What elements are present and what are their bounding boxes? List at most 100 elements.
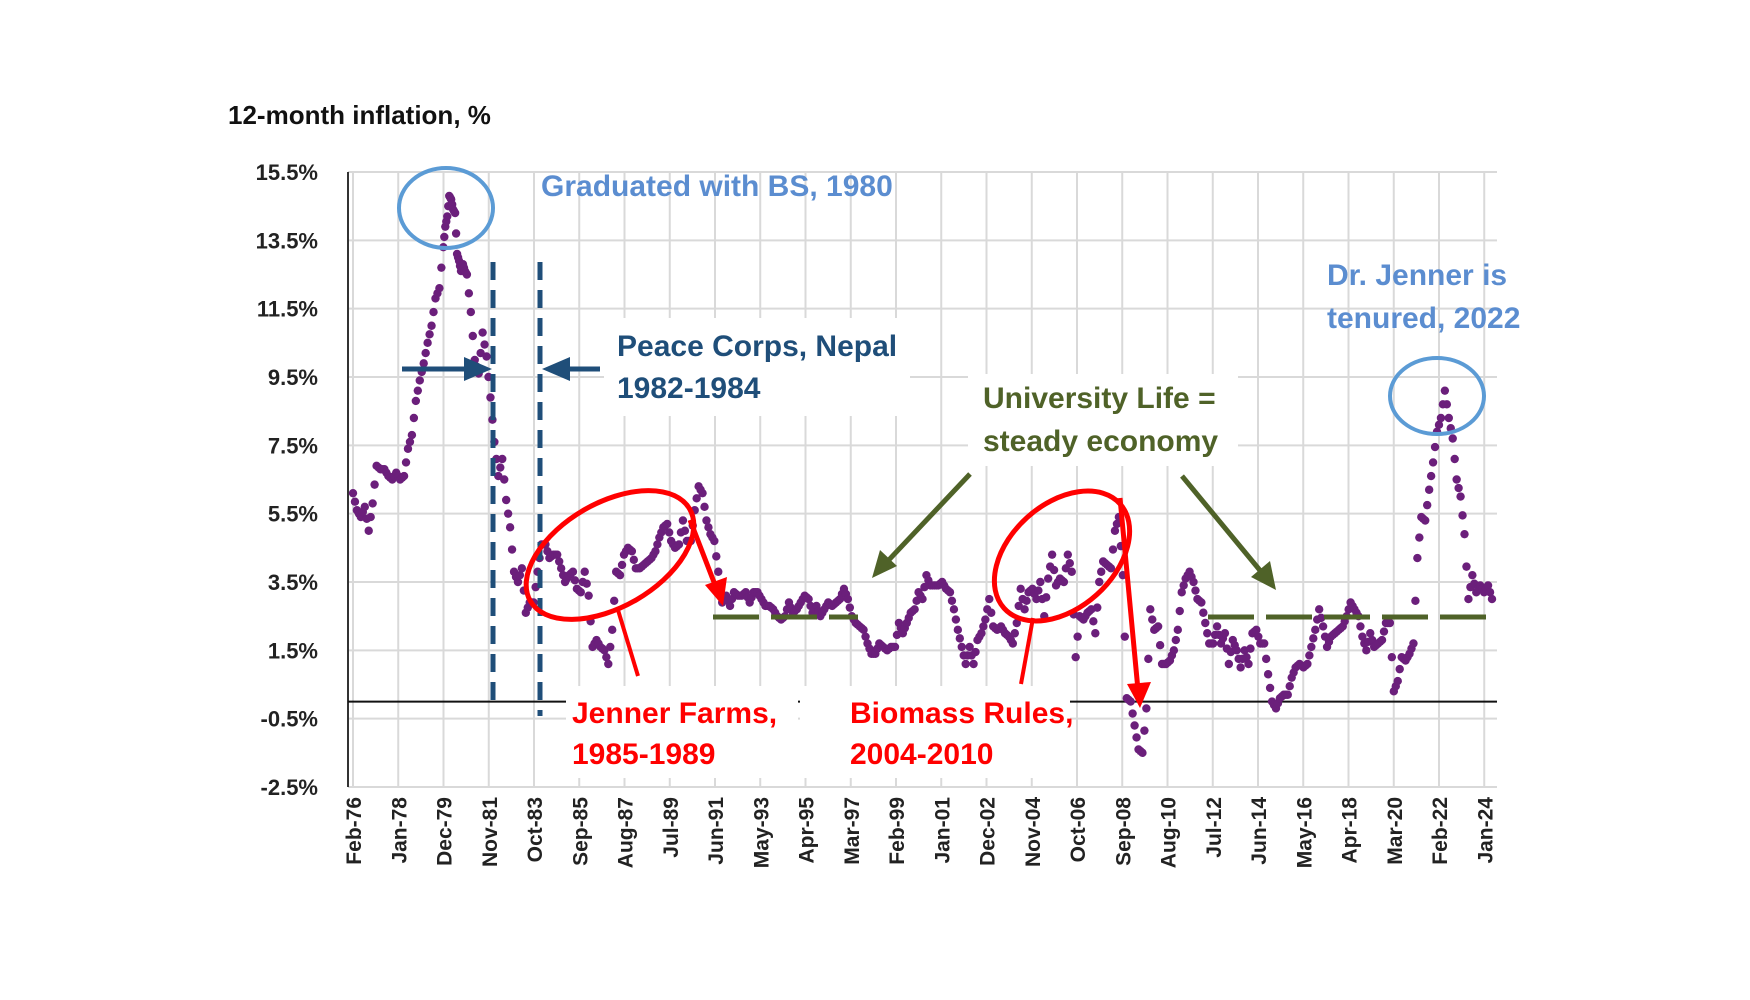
jenner-farms-ellipse <box>523 488 697 622</box>
data-point <box>556 564 566 573</box>
data-point <box>910 605 919 614</box>
data-point <box>1464 594 1473 604</box>
data-point <box>608 625 617 635</box>
data-point <box>366 512 375 522</box>
x-tick-label: Jan-01 <box>931 797 954 864</box>
peak-2022-circle <box>1388 356 1486 436</box>
data-point <box>977 629 986 638</box>
data-point <box>1043 574 1053 583</box>
data-point <box>513 577 523 587</box>
data-point <box>1155 641 1165 650</box>
data-point <box>804 594 813 604</box>
data-point <box>480 340 489 349</box>
peace-corps-label-bg <box>604 318 910 416</box>
data-point <box>1311 625 1320 635</box>
x-tick-label: Dec-02 <box>977 797 1000 866</box>
data-point <box>1462 562 1471 571</box>
data-point <box>1020 605 1029 614</box>
data-point <box>468 331 477 341</box>
data-point <box>1177 588 1186 597</box>
biomass-label-line1: Biomass Rules, <box>850 697 1073 730</box>
data-point <box>1430 442 1440 452</box>
data-point <box>955 634 965 643</box>
data-point <box>517 564 527 573</box>
data-point <box>1456 492 1465 501</box>
data-point <box>1197 598 1206 607</box>
x-tick-label: May-16 <box>1293 797 1316 868</box>
y-tick-label: -2.5% <box>261 775 318 800</box>
data-point <box>1356 622 1365 631</box>
data-point <box>1285 682 1294 691</box>
data-point <box>407 430 417 440</box>
data-point <box>503 509 513 518</box>
data-point <box>1008 639 1018 648</box>
data-point <box>845 603 855 612</box>
data-point <box>1242 652 1251 662</box>
y-tick-labels: 15.5% 13.5% 11.5% 9.5% 7.5% 5.5% 3.5% 1.5% -0.5%… <box>256 160 318 800</box>
data-point <box>947 596 957 605</box>
tenured-label-line1: Dr. Jenner is <box>1327 259 1507 292</box>
data-point <box>653 540 662 549</box>
data-point <box>553 550 562 559</box>
jenner-farms-label-bg <box>566 686 798 778</box>
data-point <box>692 494 701 503</box>
x-tick-label: Feb-22 <box>1429 797 1452 865</box>
data-point <box>1415 533 1424 542</box>
data-point <box>1309 634 1318 643</box>
data-point <box>440 232 449 242</box>
y-tick-label: 13.5% <box>256 228 318 253</box>
jenner-farms-drop-arrow <box>687 519 720 591</box>
data-point <box>1093 603 1102 612</box>
data-point <box>1153 622 1163 631</box>
data-point <box>949 605 959 614</box>
data-point <box>725 601 735 611</box>
data-point <box>1393 676 1402 686</box>
data-point <box>617 560 627 570</box>
data-point <box>405 437 415 447</box>
data-point <box>1236 663 1245 672</box>
data-point <box>1385 618 1395 628</box>
data-point <box>1120 632 1129 641</box>
x-tick-label: Jun-91 <box>705 797 728 865</box>
jenner-farms-callout <box>616 609 640 677</box>
data-point <box>1140 726 1149 735</box>
university-arrow-right <box>1180 474 1265 576</box>
data-point <box>582 579 591 588</box>
data-point <box>1097 567 1106 576</box>
y-tick-label: 9.5% <box>268 365 318 390</box>
x-tick-label: Mar-20 <box>1384 797 1407 865</box>
data-point <box>425 330 434 339</box>
data-point <box>1307 642 1316 652</box>
data-point <box>419 359 428 368</box>
x-tick-labels: Feb-76 Jan-78 Dec-79 Nov-81 Oct-83 Sep-85 Aug-… <box>343 797 1497 869</box>
data-point <box>971 647 980 657</box>
data-point <box>890 642 900 652</box>
data-point <box>437 263 446 272</box>
data-point <box>951 615 961 624</box>
data-point <box>861 632 870 641</box>
data-point <box>985 594 994 604</box>
data-point <box>451 229 461 238</box>
data-point <box>478 328 487 337</box>
data-point <box>918 594 927 604</box>
data-point <box>368 499 377 508</box>
data-point <box>969 659 978 669</box>
y-tick-label: 11.5% <box>257 297 318 322</box>
data-point <box>1387 652 1397 662</box>
data-point <box>450 208 460 218</box>
data-point <box>1444 413 1453 423</box>
jenner-farms-label-line1: Jenner Farms, <box>572 697 777 730</box>
data-point <box>364 526 373 535</box>
university-label-bg <box>968 374 1238 466</box>
data-point <box>1032 594 1041 604</box>
data-point <box>1130 721 1139 730</box>
data-point <box>1468 570 1477 580</box>
data-point <box>712 552 721 561</box>
x-tick-label: Dec-79 <box>434 797 457 866</box>
data-point <box>1379 627 1389 636</box>
data-point <box>1395 664 1404 674</box>
data-point <box>609 596 619 605</box>
x-tick-label: Mar-97 <box>841 797 864 865</box>
data-point <box>482 352 491 361</box>
data-point <box>350 497 360 506</box>
